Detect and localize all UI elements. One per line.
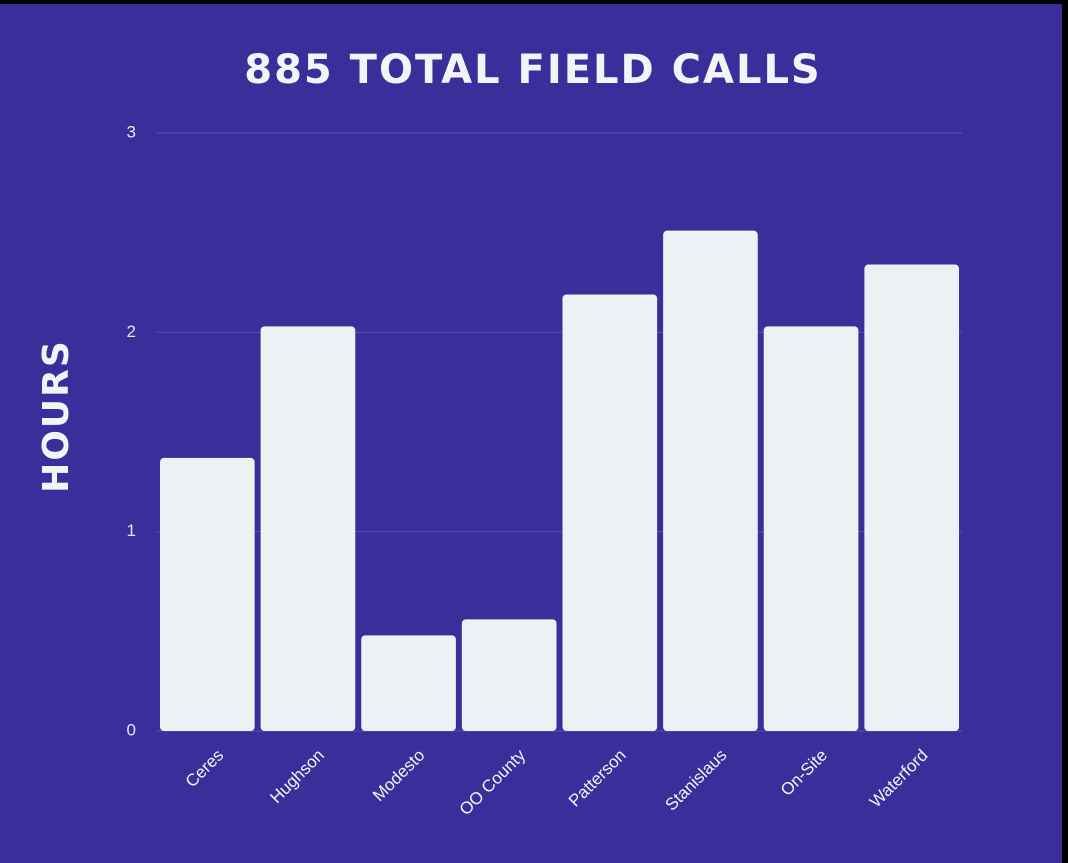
bar — [864, 264, 959, 731]
y-axis-label: HOURS — [36, 339, 77, 493]
y-tick-label: 3 — [127, 122, 136, 141]
bar — [562, 294, 658, 731]
bar — [763, 326, 859, 731]
bar — [260, 326, 356, 731]
bar — [160, 457, 255, 731]
bar — [461, 619, 557, 731]
bar — [361, 635, 456, 731]
y-tick-label: 2 — [127, 322, 136, 341]
y-tick-label: 1 — [127, 521, 136, 540]
bar — [663, 230, 758, 731]
chart-title: 885 TOTAL FIELD CALLS — [244, 47, 822, 93]
y-tick-label: 0 — [127, 720, 136, 739]
